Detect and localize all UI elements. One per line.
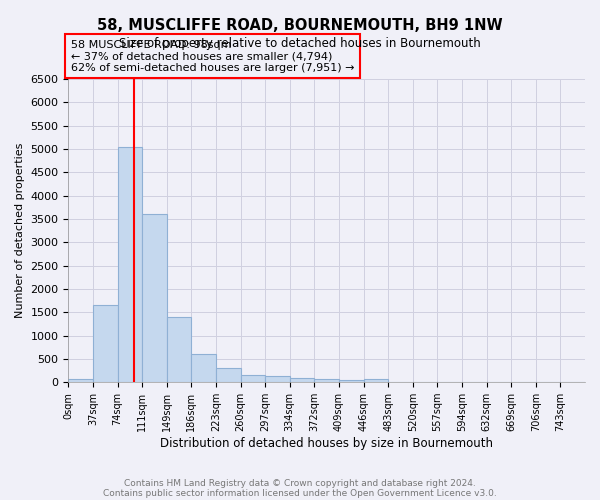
Bar (68, 378, 93, 382)
Text: Contains public sector information licensed under the Open Government Licence v3: Contains public sector information licen… (103, 488, 497, 498)
Text: Size of property relative to detached houses in Bournemouth: Size of property relative to detached ho… (119, 38, 481, 51)
Bar (93, 306, 118, 382)
Bar (167, 317, 191, 382)
Bar (339, 380, 364, 382)
Bar (265, 376, 290, 382)
Bar (241, 375, 265, 382)
Text: 58, MUSCLIFFE ROAD, BOURNEMOUTH, BH9 1NW: 58, MUSCLIFFE ROAD, BOURNEMOUTH, BH9 1NW (97, 18, 503, 32)
Text: Contains HM Land Registry data © Crown copyright and database right 2024.: Contains HM Land Registry data © Crown c… (124, 478, 476, 488)
Bar (314, 380, 339, 382)
Bar (290, 378, 314, 382)
Y-axis label: Number of detached properties: Number of detached properties (15, 143, 25, 318)
Bar (364, 380, 388, 382)
Bar (142, 214, 167, 382)
Bar (216, 368, 241, 382)
Text: 58 MUSCLIFFE ROAD: 98sqm
← 37% of detached houses are smaller (4,794)
62% of sem: 58 MUSCLIFFE ROAD: 98sqm ← 37% of detach… (71, 40, 355, 73)
Bar (191, 354, 216, 382)
Bar (118, 146, 142, 382)
X-axis label: Distribution of detached houses by size in Bournemouth: Distribution of detached houses by size … (160, 437, 493, 450)
